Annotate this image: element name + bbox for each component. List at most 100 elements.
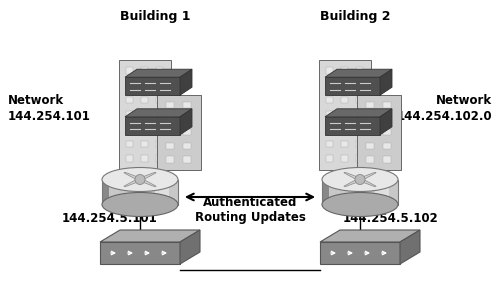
Bar [357,95,401,170]
Bar [142,97,148,103]
Ellipse shape [322,193,398,217]
Bar [366,115,374,122]
Bar [366,143,374,149]
Bar [326,126,333,133]
Bar [184,102,192,108]
Text: 144.254.5.101: 144.254.5.101 [62,212,158,224]
Bar [102,180,109,204]
Bar [156,111,163,118]
Ellipse shape [102,193,178,217]
Text: Network
144.254.101: Network 144.254.101 [8,94,91,122]
Bar [184,115,192,122]
Polygon shape [124,179,142,187]
Text: Building 2: Building 2 [320,10,390,23]
Bar [322,180,398,204]
Bar [329,180,398,204]
Bar [342,97,348,103]
Bar [320,242,400,264]
Bar [384,129,392,135]
Bar [157,95,201,170]
Polygon shape [138,179,156,187]
Bar [166,156,173,162]
Polygon shape [358,172,376,180]
Bar [342,126,348,133]
Bar [166,102,173,108]
Circle shape [355,175,365,184]
Bar [326,141,333,147]
Bar [126,97,133,103]
Polygon shape [180,109,192,135]
Bar [326,111,333,118]
Bar [156,155,163,162]
Bar [384,115,392,122]
Bar [100,242,180,264]
Bar [325,117,380,135]
Bar [384,156,392,162]
Bar [166,115,173,122]
Bar [356,67,363,74]
Bar [142,126,148,133]
Bar [375,180,388,204]
Bar [142,82,148,89]
Bar [326,97,333,103]
Bar [156,126,163,133]
Bar [142,141,148,147]
Bar [156,97,163,103]
Polygon shape [125,69,192,77]
Bar [142,67,148,74]
Bar [356,97,363,103]
Polygon shape [344,172,362,180]
Bar [322,180,329,204]
Polygon shape [380,69,392,95]
Bar [166,143,173,149]
Bar [155,180,168,204]
Bar [156,82,163,89]
Bar [126,141,133,147]
Bar [184,129,192,135]
Bar [142,155,148,162]
Bar [356,82,363,89]
Polygon shape [325,109,392,117]
Bar [356,111,363,118]
Text: Authenticated
Routing Updates: Authenticated Routing Updates [194,195,306,224]
Bar [156,141,163,147]
Polygon shape [380,109,392,135]
Bar [126,155,133,162]
Bar [156,67,163,74]
Polygon shape [320,230,420,242]
Bar [366,102,374,108]
Polygon shape [138,172,156,180]
Bar [125,117,180,135]
Bar [325,77,380,95]
Bar [342,67,348,74]
Bar [126,111,133,118]
Bar [109,180,178,204]
Bar [166,129,173,135]
Polygon shape [125,109,192,117]
Ellipse shape [102,168,178,191]
Bar [342,141,348,147]
Bar [102,180,178,204]
Bar [119,60,171,170]
Polygon shape [344,179,362,187]
Polygon shape [180,230,200,264]
Bar [384,102,392,108]
Text: Building 1: Building 1 [120,10,190,23]
Bar [184,143,192,149]
Bar [142,111,148,118]
Polygon shape [358,179,376,187]
Bar [384,143,392,149]
Bar [356,141,363,147]
Text: Network
144.254.102.0: Network 144.254.102.0 [396,94,492,122]
Ellipse shape [322,168,398,191]
Text: 144.254.5.102: 144.254.5.102 [342,212,438,224]
Bar [326,67,333,74]
Bar [326,82,333,89]
Circle shape [135,175,145,184]
Bar [184,156,192,162]
Bar [126,82,133,89]
Bar [366,156,374,162]
Bar [126,67,133,74]
Bar [366,129,374,135]
Bar [356,155,363,162]
